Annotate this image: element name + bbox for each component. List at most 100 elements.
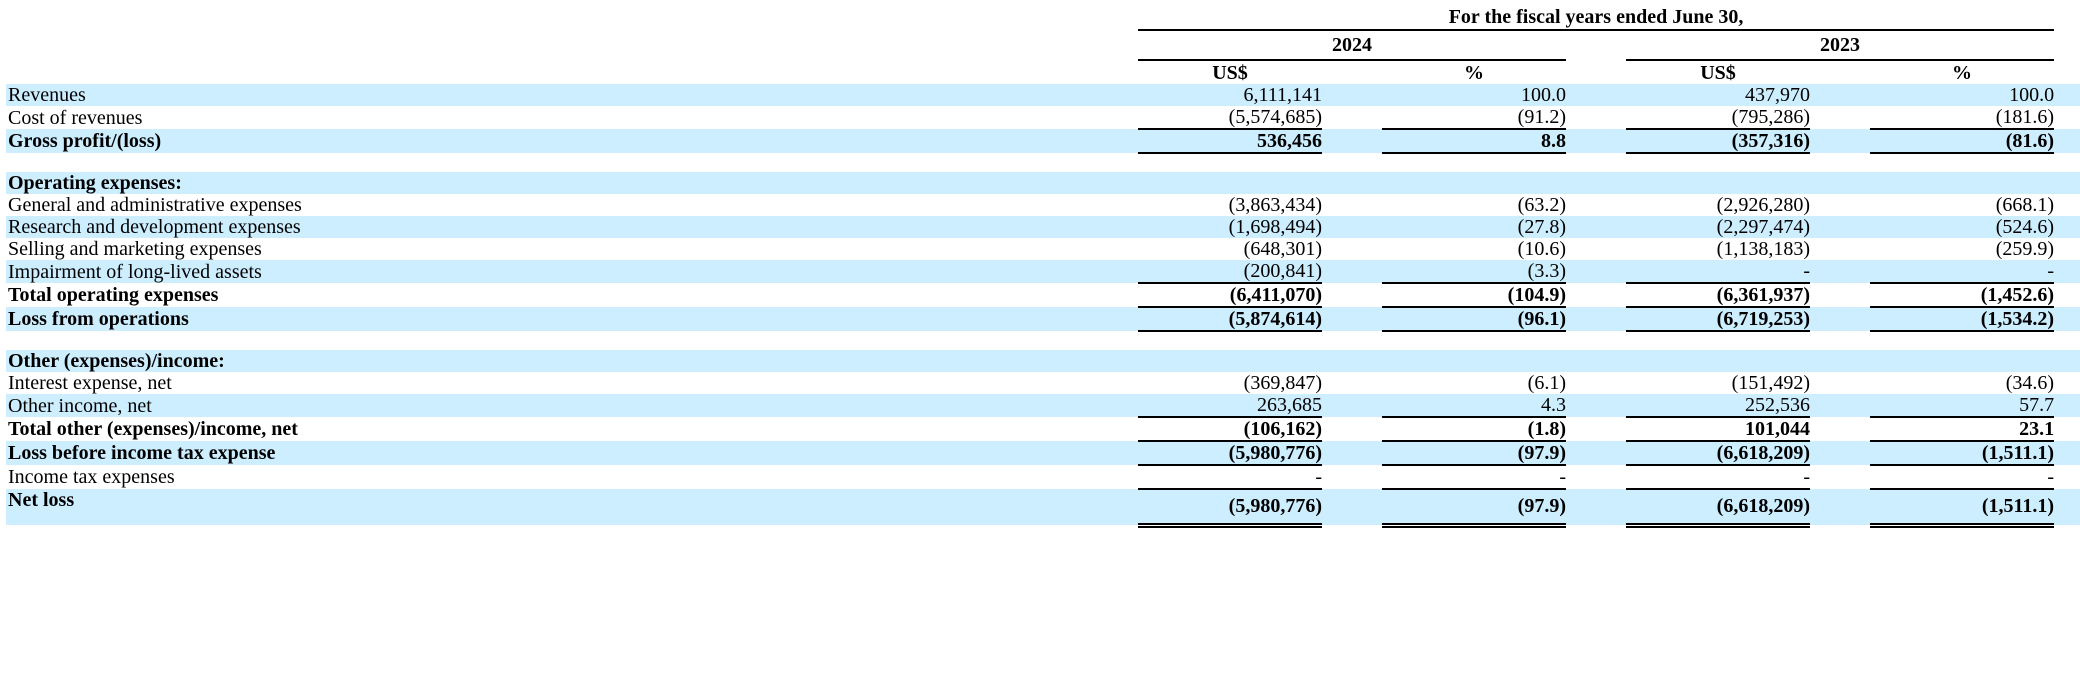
row-label: Cost of revenues [8, 106, 143, 129]
pct-2024: 4.3 [1382, 394, 1566, 418]
pct-2024: (91.2) [1382, 106, 1566, 130]
value-2024: (1,698,494) [1138, 216, 1322, 238]
table-row: Total other (expenses)/income, net (106,… [6, 417, 2080, 442]
pct-2023: (1,534.2) [1870, 307, 2055, 332]
pct-2024: (96.1) [1382, 307, 1566, 332]
header-unit-row: US$ % US$ % [6, 60, 2080, 84]
section-heading: Operating expenses: [6, 172, 1138, 194]
value-2023: (6,618,209) [1626, 489, 1810, 528]
value-2023: (6,361,937) [1626, 283, 1810, 308]
pct-2023: - [1870, 260, 2055, 284]
value-2023: 437,970 [1626, 84, 1810, 106]
pct-2024: (3.3) [1382, 260, 1566, 284]
value-2023: (151,492) [1731, 372, 1810, 394]
value-2024: (5,980,776) [1138, 441, 1322, 466]
pct-2023: (34.6) [2005, 372, 2055, 394]
table-row: Impairment of long-lived assets (200,841… [6, 260, 2080, 284]
value-2023: (357,316) [1626, 129, 1810, 154]
value-2024: (106,162) [1138, 417, 1322, 442]
value-2023: (6,719,253) [1626, 307, 1810, 332]
row-label: Loss before income tax expense [6, 441, 1138, 465]
table-row: Net loss (5,980,776) (97.9) (6,618,209) … [6, 489, 2080, 528]
value-2024: (200,841) [1138, 260, 1322, 284]
row-label: Income tax expenses [8, 466, 175, 488]
spacer-row [6, 153, 2080, 172]
section-heading: Other (expenses)/income: [6, 350, 1138, 372]
header-year-row: 2024 2023 [6, 29, 2080, 61]
pct-2023: (81.6) [1870, 129, 2055, 154]
value-2024: (3,863,434) [1228, 194, 1322, 216]
pct-2023: (1,452.6) [1870, 283, 2055, 308]
value-2024: 536,456 [1138, 129, 1322, 154]
year-2024-heading: 2024 [1138, 29, 1566, 61]
table-row: Loss from operations (5,874,614) (96.1) … [6, 307, 2080, 332]
pct-2024: - [1382, 465, 1566, 490]
value-2024: 263,685 [1138, 394, 1322, 418]
table-row: Other income, net 263,685 4.3 252,536 57… [6, 394, 2080, 418]
pct-2024: (97.9) [1382, 441, 1566, 466]
value-2024: (6,411,070) [1138, 283, 1322, 308]
table-row: Total operating expenses (6,411,070) (10… [6, 283, 2080, 308]
pct-2024: (63.2) [1517, 194, 1566, 216]
value-2023: 252,536 [1626, 394, 1810, 418]
year-2023-heading: 2023 [1626, 29, 2055, 61]
row-label: Loss from operations [6, 307, 1138, 331]
pct-2023: (668.1) [1995, 194, 2055, 216]
usd-2023-heading: US$ [1626, 60, 1810, 84]
spacer-row [6, 331, 2080, 350]
usd-2024-heading: US$ [1138, 60, 1322, 84]
section-heading-row: Operating expenses: [6, 172, 2080, 194]
value-2024: (648,301) [1243, 238, 1322, 260]
row-label: General and administrative expenses [8, 194, 302, 216]
row-label: Interest expense, net [8, 372, 172, 394]
value-2023: (795,286) [1626, 106, 1810, 130]
row-label: Gross profit/(loss) [6, 129, 1138, 153]
row-label: Impairment of long-lived assets [6, 260, 1138, 283]
row-label: Revenues [6, 84, 1138, 106]
pct-2023: 100.0 [1870, 84, 2055, 106]
value-2024: 6,111,141 [1138, 84, 1322, 106]
pct-2023: (524.6) [1870, 216, 2055, 238]
table-row: General and administrative expenses (3,8… [6, 194, 2080, 216]
value-2023: (6,618,209) [1626, 441, 1810, 466]
pct-2023: 57.7 [1870, 394, 2055, 418]
table-row: Income tax expenses - - - - [6, 465, 2080, 490]
value-2023: (2,926,280) [1716, 194, 1810, 216]
pct-2023: (181.6) [1870, 106, 2055, 130]
header-period-row: For the fiscal years ended June 30, [6, 0, 2080, 30]
pct-2024: 8.8 [1382, 129, 1566, 154]
pct-2024: (97.9) [1382, 489, 1566, 528]
pct-2024-heading: % [1382, 60, 1566, 84]
pct-2024: 100.0 [1382, 84, 1566, 106]
pct-2024: (27.8) [1382, 216, 1566, 238]
pct-2024: (1.8) [1382, 417, 1566, 442]
value-2023: 101,044 [1626, 417, 1810, 442]
table-row: Loss before income tax expense (5,980,77… [6, 441, 2080, 466]
value-2024: (5,980,776) [1138, 489, 1322, 528]
value-2024: (369,847) [1243, 372, 1322, 394]
row-label: Selling and marketing expenses [8, 238, 262, 260]
income-statement-table: For the fiscal years ended June 30, 2024… [6, 0, 2080, 528]
value-2024: (5,574,685) [1138, 106, 1322, 130]
row-label: Total other (expenses)/income, net [8, 418, 298, 440]
value-2024: - [1138, 465, 1322, 490]
table-row: Cost of revenues (5,574,685) (91.2) (795… [6, 106, 2080, 130]
pct-2023: - [1870, 465, 2055, 490]
fiscal-period-heading: For the fiscal years ended June 30, [1138, 0, 2055, 30]
table-row: Gross profit/(loss) 536,456 8.8 (357,316… [6, 129, 2080, 154]
row-label: Total operating expenses [8, 284, 219, 306]
pct-2023: (259.9) [1995, 238, 2055, 260]
pct-2024: (10.6) [1517, 238, 1566, 260]
table-row: Interest expense, net (369,847) (6.1) (1… [6, 372, 2080, 394]
value-2023: - [1626, 465, 1810, 490]
section-heading-row: Other (expenses)/income: [6, 350, 2080, 372]
value-2023: (1,138,183) [1716, 238, 1810, 260]
row-label: Net loss [6, 489, 1138, 525]
pct-2023: (1,511.1) [1870, 441, 2055, 466]
pct-2023-heading: % [1870, 60, 2055, 84]
pct-2024: (104.9) [1382, 283, 1566, 308]
table-row: Revenues 6,111,141 100.0 437,970 100.0 [6, 84, 2080, 106]
table-row: Research and development expenses (1,698… [6, 216, 2080, 238]
value-2023: (2,297,474) [1626, 216, 1810, 238]
pct-2023: (1,511.1) [1870, 489, 2055, 528]
